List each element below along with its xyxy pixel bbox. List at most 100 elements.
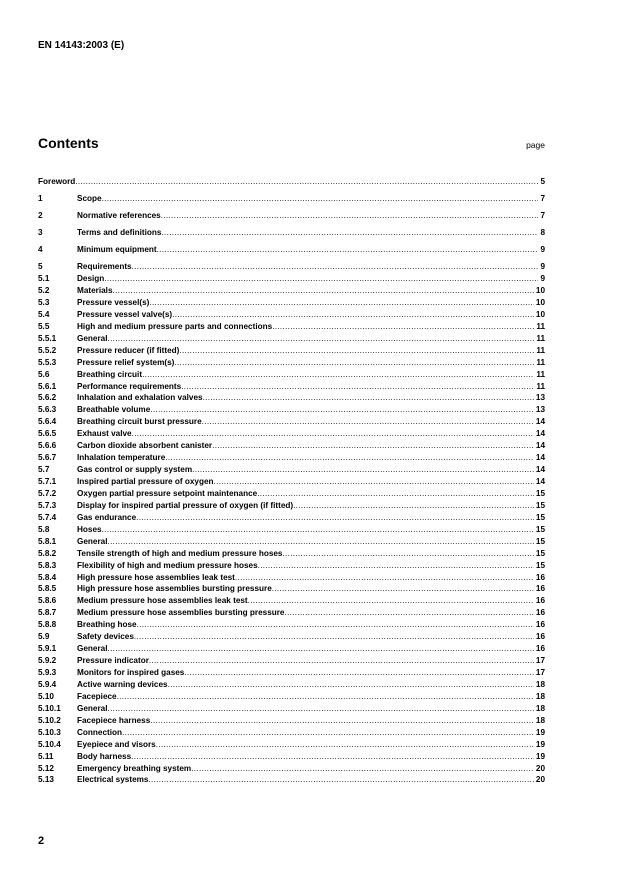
toc-entry-page: 18 bbox=[535, 691, 545, 701]
toc-entry-page: 16 bbox=[535, 620, 545, 630]
toc-entry[interactable]: 5.6.7 Inhalation temperature 14 bbox=[38, 452, 545, 464]
dot-leader bbox=[131, 751, 534, 763]
toc-entry[interactable]: 5.6 Breathing circuit 11 bbox=[38, 369, 545, 381]
toc-entry-number: 5.8.4 bbox=[38, 572, 57, 582]
dot-leader bbox=[161, 210, 539, 222]
toc-entry[interactable]: 5.8.6 Medium pressure hose assemblies lea… bbox=[38, 595, 545, 607]
dot-leader bbox=[272, 321, 534, 333]
toc-entry[interactable]: 5.7 Gas control or supply system 14 bbox=[38, 464, 545, 476]
toc-entry-number: 5.13 bbox=[38, 775, 54, 785]
toc-entry[interactable]: 5.10.2 Facepiece harness 18 bbox=[38, 715, 545, 727]
toc-entry[interactable]: 5.11 Body harness 19 bbox=[38, 751, 545, 763]
toc-entry[interactable]: 5.9.4 Active warning devices 18 bbox=[38, 679, 545, 691]
toc-entry[interactable]: 5.10 Facepiece 18 bbox=[38, 691, 545, 703]
toc-entry[interactable]: 5.8 Hoses 15 bbox=[38, 524, 545, 536]
dot-leader bbox=[122, 727, 534, 739]
toc-entry-page: 17 bbox=[535, 668, 545, 678]
toc-entry[interactable]: 5.9.2 Pressure indicator 17 bbox=[38, 655, 545, 667]
toc-entry-page: 10 bbox=[535, 297, 545, 307]
toc-entry[interactable]: 5.7.1 Inspired partial pressure of oxygen… bbox=[38, 476, 545, 488]
toc-entry-page: 14 bbox=[535, 465, 545, 475]
toc-entry[interactable]: 5.7.2 Oxygen partial pressure setpoint ma… bbox=[38, 488, 545, 500]
document-id-header: EN 14143:2003 (E) bbox=[38, 40, 125, 51]
toc-entry-title: Exhaust valve bbox=[77, 429, 132, 439]
toc-entry[interactable]: 5.8.7 Medium pressure hose assemblies bur… bbox=[38, 607, 545, 619]
toc-entry-page: 19 bbox=[535, 751, 545, 761]
toc-entry[interactable]: 5.5 High and medium pressure parts and co… bbox=[38, 321, 545, 333]
toc-entry[interactable]: 1 Scope 7 bbox=[38, 193, 545, 205]
dot-leader bbox=[150, 715, 534, 727]
toc-entry[interactable]: 5.7.4 Gas endurance 15 bbox=[38, 512, 545, 524]
toc-entry[interactable]: Foreword 5 bbox=[38, 176, 545, 188]
dot-leader bbox=[104, 273, 538, 285]
toc-entry[interactable]: 5.5.2 Pressure reducer (if fitted) 11 bbox=[38, 345, 545, 357]
toc-entry-page: 18 bbox=[535, 703, 545, 713]
toc-entry[interactable]: 5.8.2 Tensile strength of high and medium… bbox=[38, 548, 545, 560]
toc-entry-page: 13 bbox=[535, 405, 545, 415]
toc-entry[interactable]: 2 Normative references 7 bbox=[38, 210, 545, 222]
toc-entry-page: 14 bbox=[535, 441, 545, 451]
toc-entry-title: Inspired partial pressure of oxygen bbox=[77, 477, 214, 487]
toc-entry-title: Breathable volume bbox=[77, 405, 151, 415]
toc-entry-page: 18 bbox=[535, 715, 545, 725]
toc-entry-number: 5.3 bbox=[38, 297, 50, 307]
toc-entry[interactable]: 5.13 Electrical systems 20 bbox=[38, 774, 545, 786]
toc-entry[interactable]: 5.8.1 General 15 bbox=[38, 536, 545, 548]
toc-entry[interactable]: 5 Requirements 9 bbox=[38, 261, 545, 273]
dot-leader bbox=[202, 416, 534, 428]
toc-entry-number: 5.7.4 bbox=[38, 512, 57, 522]
toc-entry[interactable]: 5.2 Materials 10 bbox=[38, 285, 545, 297]
toc-entry[interactable]: 5.10.3 Connection 19 bbox=[38, 727, 545, 739]
toc-entry-page: 8 bbox=[540, 228, 545, 238]
dot-leader bbox=[282, 548, 533, 560]
toc-entry-number: 5.7.2 bbox=[38, 488, 57, 498]
page-column-label: page bbox=[526, 140, 545, 150]
toc-entry[interactable]: 4 Minimum equipment 9 bbox=[38, 244, 545, 256]
toc-entry[interactable]: 5.9.3 Monitors for inspired gases 17 bbox=[38, 667, 545, 679]
toc-entry-title: Performance requirements bbox=[77, 381, 182, 391]
toc-entry[interactable]: 5.9 Safety devices 16 bbox=[38, 631, 545, 643]
toc-entry-page: 11 bbox=[536, 357, 545, 367]
toc-entry[interactable]: 5.12 Emergency breathing system 20 bbox=[38, 763, 545, 775]
toc-entry[interactable]: 5.6.3 Breathable volume 13 bbox=[38, 404, 545, 416]
dot-leader bbox=[136, 512, 534, 524]
dot-leader bbox=[203, 392, 534, 404]
toc-entry-title: Inhalation temperature bbox=[77, 453, 166, 463]
toc-entry-title: Pressure indicator bbox=[77, 656, 149, 666]
toc-entry[interactable]: 5.8.8 Breathing hose 16 bbox=[38, 619, 545, 631]
toc-entry-title: Facepiece harness bbox=[77, 715, 151, 725]
toc-entry[interactable]: 5.9.1 General 16 bbox=[38, 643, 545, 655]
toc-entry-number: 5.9.1 bbox=[38, 644, 57, 654]
toc-entry-page: 18 bbox=[535, 679, 545, 689]
toc-entry-page: 9 bbox=[540, 262, 545, 272]
dot-leader bbox=[181, 381, 534, 393]
toc-entry[interactable]: 5.8.5 High pressure hose assemblies burst… bbox=[38, 583, 545, 595]
toc-entry-number: 5.10.2 bbox=[38, 715, 61, 725]
toc-entry[interactable]: 5.6.4 Breathing circuit burst pressure 14 bbox=[38, 416, 545, 428]
toc-entry[interactable]: 5.3 Pressure vessel(s) 10 bbox=[38, 297, 545, 309]
dot-leader bbox=[248, 595, 534, 607]
toc-entry-page: 14 bbox=[535, 417, 545, 427]
toc-entry-number: 5.6 bbox=[38, 369, 50, 379]
toc-entry[interactable]: 5.6.1 Performance requirements 11 bbox=[38, 381, 545, 393]
toc-entry-page: 7 bbox=[540, 211, 545, 221]
toc-entry-title: Materials bbox=[77, 286, 113, 296]
toc-entry[interactable]: 5.7.3 Display for inspired partial pressu… bbox=[38, 500, 545, 512]
toc-entry[interactable]: 5.6.6 Carbon dioxide absorbent canister 14 bbox=[38, 440, 545, 452]
toc-entry-page: 19 bbox=[535, 727, 545, 737]
toc-entry[interactable]: 5.10.4 Eyepiece and visors 19 bbox=[38, 739, 545, 751]
toc-entry[interactable]: 3 Terms and definitions 8 bbox=[38, 227, 545, 239]
toc-entry-title: Pressure vessel(s) bbox=[77, 297, 150, 307]
toc-entry-title: Oxygen partial pressure setpoint mainten… bbox=[77, 488, 258, 498]
toc-entry[interactable]: 5.8.3 Flexibility of high and medium pres… bbox=[38, 560, 545, 572]
toc-entry[interactable]: 5.6.5 Exhaust valve 14 bbox=[38, 428, 545, 440]
toc-entry[interactable]: 5.1 Design 9 bbox=[38, 273, 545, 285]
dot-leader bbox=[235, 572, 534, 584]
toc-entry[interactable]: 5.5.1 General 11 bbox=[38, 333, 545, 345]
toc-entry[interactable]: 5.4 Pressure vessel valve(s) 10 bbox=[38, 309, 545, 321]
toc-entry[interactable]: 5.5.3 Pressure relief system(s) 11 bbox=[38, 357, 545, 369]
dot-leader bbox=[148, 774, 533, 786]
toc-entry[interactable]: 5.6.2 Inhalation and exhalation valves 13 bbox=[38, 392, 545, 404]
toc-entry[interactable]: 5.8.4 High pressure hose assemblies leak … bbox=[38, 572, 545, 584]
toc-entry[interactable]: 5.10.1 General 18 bbox=[38, 703, 545, 715]
